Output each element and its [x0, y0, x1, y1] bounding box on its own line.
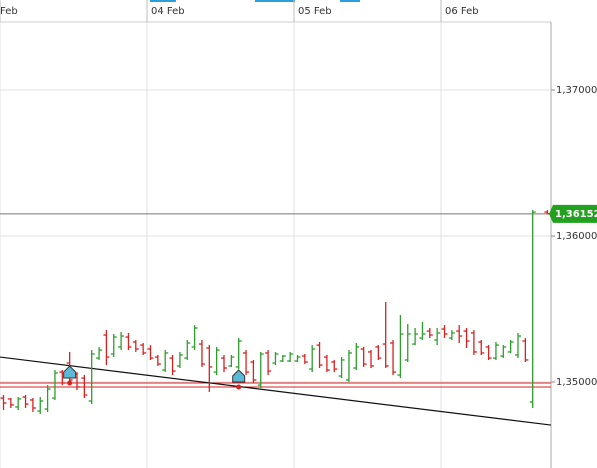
- alert-dot: [236, 384, 242, 390]
- y-tick-label: 1,37000: [556, 85, 597, 96]
- session-bar: [150, 0, 176, 2]
- last-price-box: [549, 204, 597, 223]
- y-tick-label: 1,36000: [556, 231, 597, 242]
- x-tick-label: 05 Feb: [298, 6, 332, 17]
- y-tick-label: 1,35000: [556, 377, 597, 388]
- session-bar: [340, 0, 360, 2]
- session-bar: [255, 0, 295, 2]
- alert-marker: [232, 369, 246, 383]
- alert-dot: [67, 380, 73, 386]
- date-strip: [0, 0, 597, 22]
- x-tick-label: 06 Feb: [445, 6, 479, 17]
- x-tick-label: Feb: [0, 6, 18, 17]
- x-tick-label: 04 Feb: [151, 6, 185, 17]
- alert-marker: [63, 365, 77, 379]
- last-price-label: 1,36152: [555, 209, 597, 220]
- trendline: [0, 356, 552, 426]
